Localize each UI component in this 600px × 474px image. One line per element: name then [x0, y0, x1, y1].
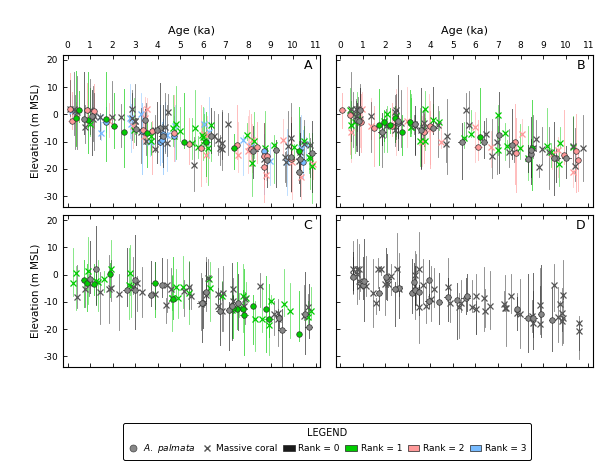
- Text: Age (ka): Age (ka): [168, 26, 215, 36]
- Text: A: A: [304, 59, 313, 72]
- Y-axis label: Elevation (m MSL): Elevation (m MSL): [31, 83, 41, 178]
- Legend: $\it{A.\ palmata}$, Massive coral, Rank = 0, Rank = 1, Rank = 2, Rank = 3: $\it{A.\ palmata}$, Massive coral, Rank …: [123, 423, 531, 460]
- Text: Age (ka): Age (ka): [441, 26, 488, 36]
- Text: B: B: [577, 59, 585, 72]
- Text: C: C: [304, 219, 313, 232]
- Y-axis label: Elevation (m MSL): Elevation (m MSL): [31, 244, 41, 338]
- Text: D: D: [575, 219, 585, 232]
